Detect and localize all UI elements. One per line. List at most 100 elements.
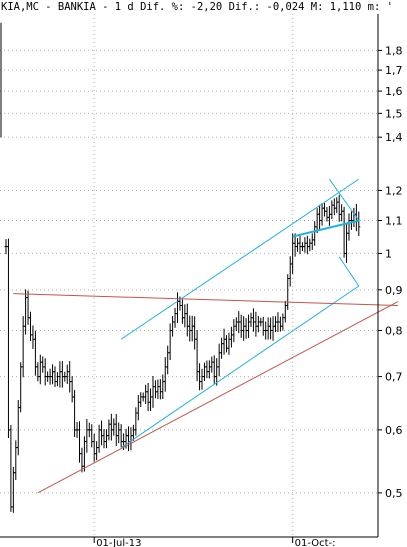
price-bar-96: [239, 314, 243, 338]
price-bar-108: [269, 317, 273, 340]
price-bar-54: [136, 395, 140, 421]
price-bar-114: [283, 300, 287, 323]
y-tick-label-6: 1,1: [385, 215, 403, 228]
price-bar-126: [313, 221, 317, 246]
price-bar-90: [225, 335, 228, 353]
price-bar-133: [330, 200, 334, 220]
price-bar-37: [95, 441, 99, 461]
price-bar-47: [119, 424, 123, 448]
price-bar-7: [21, 316, 25, 378]
grid-lines: [0, 14, 378, 537]
price-bar-33: [85, 419, 89, 453]
price-bar-132: [327, 205, 331, 226]
price-bar-44: [112, 418, 116, 436]
y-tick-label-2: 1,6: [385, 85, 403, 98]
price-bar-125: [310, 233, 314, 250]
price-bar-87: [217, 343, 221, 377]
price-bar-83: [207, 360, 211, 379]
price-bar-65: [163, 357, 167, 392]
price-bar-8: [24, 289, 28, 335]
price-bar-113: [281, 313, 285, 331]
price-bar-123: [305, 235, 309, 255]
y-tick-label-11: 0,6: [385, 424, 403, 437]
price-bar-63: [158, 379, 162, 400]
y-tick-label-8: 0,9: [385, 284, 403, 297]
price-bar-109: [271, 316, 275, 341]
price-bar-57: [144, 384, 148, 405]
price-bar-120: [298, 235, 302, 255]
price-bar-23: [60, 361, 64, 388]
price-bar-43: [109, 413, 113, 441]
price-bar-53: [134, 407, 138, 436]
y-tick-label-12: 0,5: [385, 487, 403, 500]
price-bar-45: [114, 414, 118, 447]
price-bar-5: [16, 400, 20, 456]
price-bar-81: [202, 362, 206, 381]
price-bar-139: [345, 224, 349, 263]
price-bar-75: [188, 315, 192, 342]
y-ticks: 1,8 1,7 1,6 1,5 1,4 1,2 1,1 1 0,9 0,8 0,7 0,6 0,5: [378, 44, 403, 500]
price-bar-107: [266, 317, 270, 340]
price-bar-80: [200, 368, 204, 390]
x-tick-label-0: 01-Jul-13: [96, 538, 141, 547]
price-bar-115: [286, 274, 290, 310]
trend-line-wedge-bottom: [338, 256, 360, 287]
price-bar-30: [78, 421, 81, 463]
price-bar-55: [139, 392, 143, 408]
price-bar-138: [342, 207, 346, 258]
price-bar-6: [19, 362, 23, 413]
price-bar-19: [51, 364, 55, 385]
price-bar-12: [33, 330, 37, 376]
price-bar-88: [220, 337, 224, 359]
price-bar-142: [352, 207, 356, 228]
price-bar-129: [320, 203, 324, 226]
price-bar-85: [212, 355, 216, 384]
price-bar-101: [251, 308, 255, 332]
y-tick-label-7: 1: [385, 247, 392, 260]
price-bar-25: [65, 364, 69, 384]
price-bar-89: [222, 328, 226, 355]
price-bar-84: [210, 356, 214, 373]
trend-line-neckline: [292, 219, 360, 238]
price-bar-94: [234, 317, 238, 332]
price-bar-11: [31, 325, 35, 349]
price-bar-13: [36, 362, 40, 382]
price-bar-119: [296, 238, 300, 252]
price-bar-130: [323, 202, 326, 217]
price-bar-38: [97, 424, 101, 453]
price-bar-50: [127, 426, 130, 452]
price-bar-70: [176, 292, 179, 324]
price-bar-91: [227, 332, 231, 355]
y-tick-label-9: 0,8: [385, 324, 403, 337]
price-bar-35: [90, 424, 94, 448]
price-bar-98: [244, 318, 248, 339]
price-bar-21: [55, 372, 59, 387]
trend-line-upper-channel: [120, 178, 360, 340]
price-bar-22: [58, 361, 62, 388]
price-bar-41: [104, 429, 108, 449]
price-bar-134: [332, 198, 336, 216]
price-bar-128: [318, 204, 322, 231]
price-bar-46: [117, 422, 121, 444]
price-bar-10: [29, 311, 32, 342]
y-tick-label-10: 0,7: [385, 371, 403, 384]
price-bar-9: [26, 290, 30, 325]
price-bar-92: [229, 326, 233, 348]
price-bar-116: [288, 256, 292, 287]
price-bars: [0, 22, 361, 513]
price-bar-3: [11, 466, 15, 513]
trend-line-lower-channel: [120, 285, 360, 448]
price-bar-42: [107, 419, 111, 441]
y-tick-label-4: 1,4: [385, 131, 403, 144]
y-tick-label-0: 1,8: [385, 44, 403, 57]
price-bar-61: [153, 380, 157, 399]
price-bar-64: [161, 374, 165, 400]
price-bar-122: [303, 237, 307, 253]
price-bar-144: [357, 211, 361, 237]
trend-line-resistance: [13, 293, 399, 307]
price-bar-36: [92, 433, 96, 462]
y-tick-label-5: 1,2: [385, 184, 403, 197]
price-bar-77: [193, 316, 197, 350]
price-bar-117: [291, 233, 295, 274]
